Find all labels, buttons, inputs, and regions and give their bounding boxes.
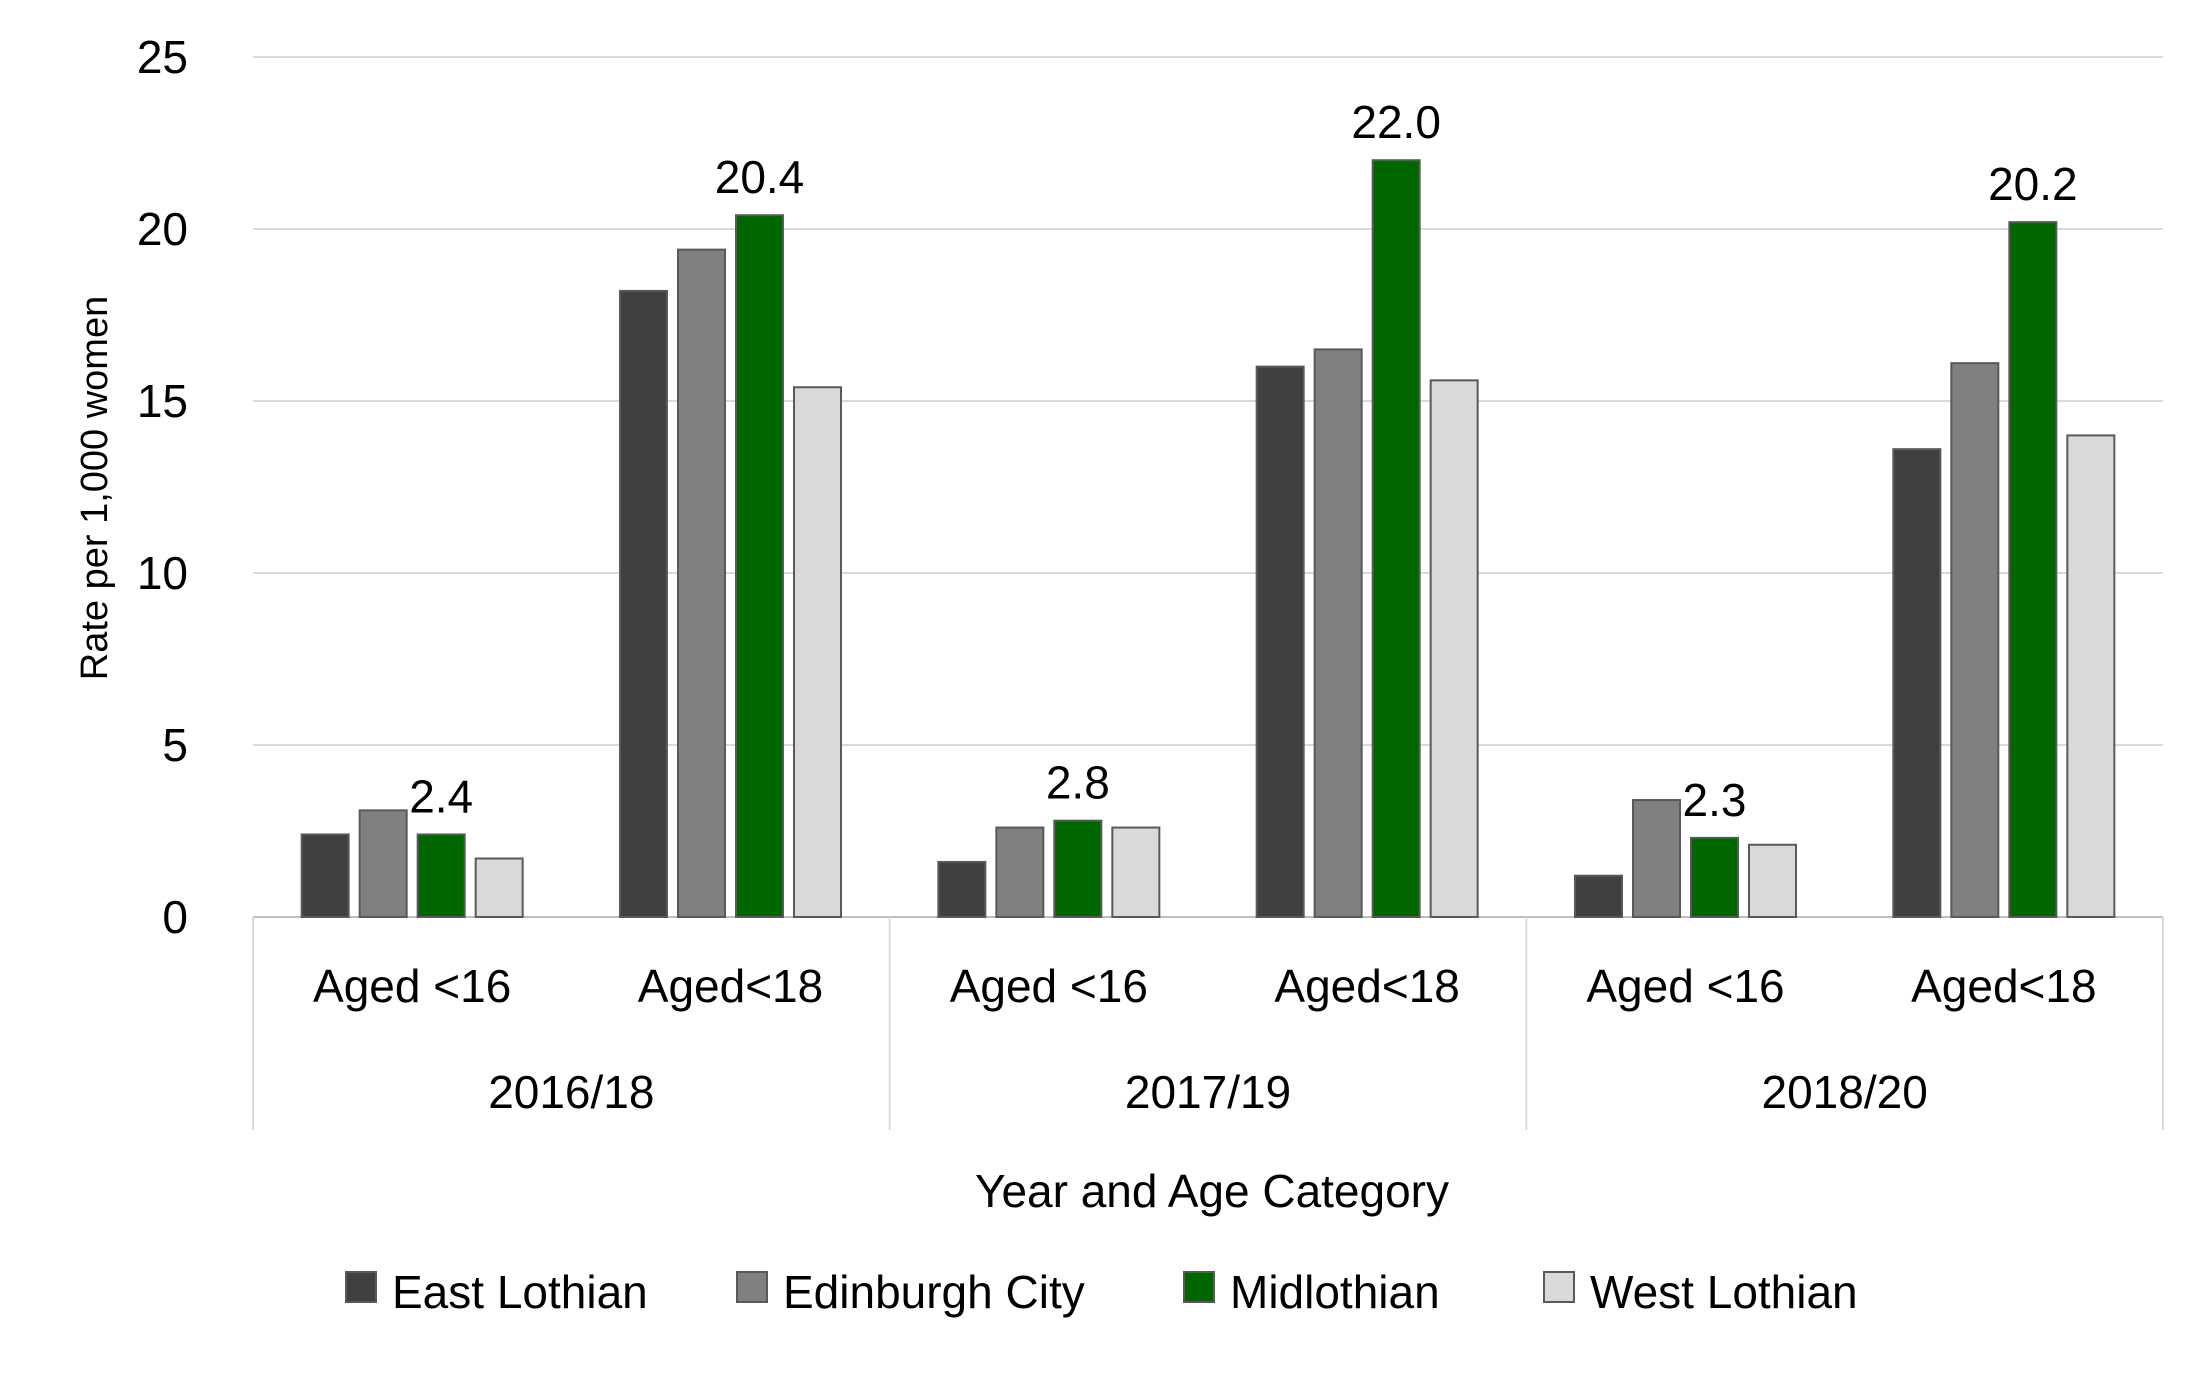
bar-west-lothian [474,857,524,919]
y-tick-label: 25 [137,31,188,83]
data-label: 20.4 [715,151,805,203]
data-label: 22.0 [1351,96,1441,148]
bar-west-lothian [1429,379,1479,918]
bar-edinburgh-city [1950,362,2000,919]
x-group-label: 2017/19 [1125,1066,1291,1118]
legend-swatch [736,1271,768,1303]
bar-west-lothian [1111,826,1161,918]
x-category-label: Aged <16 [950,960,1148,1012]
x-category-label: Aged <16 [1586,960,1784,1012]
data-label: 2.3 [1683,774,1747,826]
x-category-label: Aged<18 [638,960,823,1012]
bar-east-lothian [937,860,987,919]
x-category-label: Aged<18 [1911,960,2096,1012]
bar-midlothian [1371,159,1421,918]
bar-edinburgh-city [1632,799,1681,918]
bar-west-lothian [793,386,842,918]
bar-edinburgh-city [995,826,1045,918]
x-group-label: 2018/20 [1762,1066,1928,1118]
bar-east-lothian [1255,365,1305,919]
legend-swatch [1183,1271,1215,1303]
data-label: 20.2 [1988,158,2078,210]
y-tick-label: 15 [137,375,188,427]
x-category-label: Aged<18 [1274,960,1459,1012]
bar-east-lothian [619,289,668,919]
x-category-label: Aged <16 [313,960,511,1012]
axes: 0 5 10 15 20 25 [137,31,2163,943]
x-axis-title: Year and Age Category [975,1165,1449,1217]
y-tick-label: 20 [137,203,188,255]
legend-label: Edinburgh City [783,1266,1085,1318]
bar-edinburgh-city [358,809,408,918]
y-tick-label: 5 [162,719,188,771]
legend: East Lothian Edinburgh City Midlothian West… [345,1266,1858,1318]
legend-swatch [1543,1271,1575,1303]
legend-label: Midlothian [1230,1266,1440,1318]
bar-midlothian [416,833,466,918]
bars [300,159,2116,919]
data-label: 2.4 [409,770,473,822]
bar-edinburgh-city [1313,348,1363,918]
data-labels: 2.4 20.4 2.8 22.0 2.3 20.2 [409,96,2077,826]
y-tick-label: 10 [137,547,188,599]
bar-east-lothian [1574,874,1623,918]
legend-label: West Lothian [1590,1266,1858,1318]
bar-west-lothian [1748,843,1797,919]
legend-label: East Lothian [392,1266,648,1318]
bar-east-lothian [1892,448,1942,918]
bar-midlothian [735,214,784,919]
bar-edinburgh-city [677,248,726,918]
y-tick-label: 0 [162,891,188,943]
bar-midlothian [1690,836,1739,919]
x-group-label: 2016/18 [488,1066,654,1118]
legend-swatch [345,1271,377,1303]
data-label: 2.8 [1046,757,1110,809]
y-axis-title: Rate per 1,000 women [74,296,116,680]
bar-midlothian [1053,819,1103,918]
bar-east-lothian [300,833,350,918]
x-axis-labels: Aged <16 Aged<18 Aged <16 Aged<18 Aged <16 Ag… [252,917,2164,1130]
bar-west-lothian [2066,434,2116,918]
bar-midlothian [2008,221,2058,918]
gridlines [253,56,2163,746]
